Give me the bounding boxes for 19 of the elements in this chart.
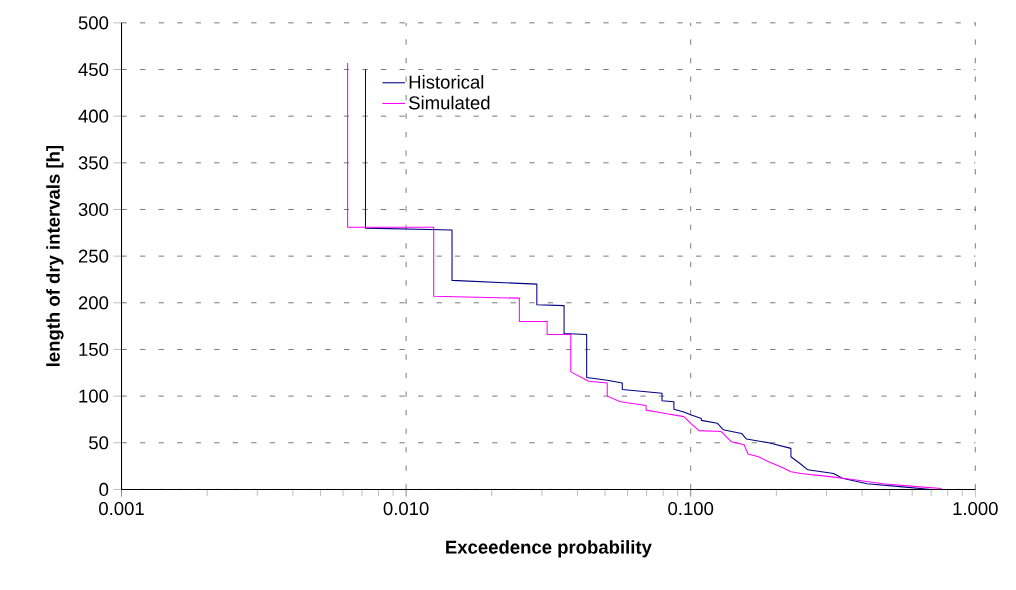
y-axis-title: length of dry intervals [h] [46,146,64,367]
x-tick-label: 1.000 [953,502,998,516]
y-tick-label: 300 [78,203,109,217]
x-tick-label: 0.100 [668,502,714,516]
y-tick-label: 0 [99,483,109,497]
y-tick-label: 200 [78,296,109,310]
y-tick-label: 450 [78,63,109,77]
y-tick-label: 50 [89,436,109,450]
y-tick-label: 400 [78,109,109,123]
y-tick-label: 250 [78,249,109,263]
y-tick-label: 500 [78,16,109,30]
y-tick-label: 350 [78,156,109,170]
y-tick-label: 150 [79,343,109,357]
legend-label: Simulated [409,95,490,110]
y-tick-label: 100 [79,389,109,403]
x-tick-label: 0.001 [99,502,144,516]
x-axis-title: Exceedence probability [446,540,652,558]
x-tick-label: 0.010 [383,502,429,516]
legend-label: Historical [409,75,484,89]
